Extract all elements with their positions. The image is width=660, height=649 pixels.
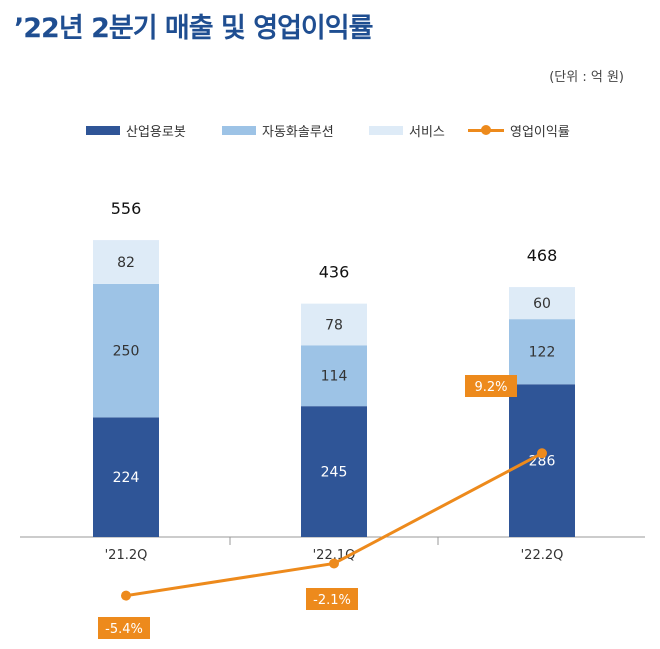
- legend-swatch-service: [369, 125, 403, 135]
- bar-total-label: 556: [111, 199, 142, 218]
- bar-value-label: 78: [325, 317, 343, 333]
- bar-value-label: 60: [533, 296, 551, 312]
- unit-label: (단위 : 억 원): [549, 70, 624, 85]
- bar-total-label: 436: [319, 263, 350, 282]
- operating-margin-marker: [537, 448, 547, 459]
- operating-margin-marker: [121, 590, 131, 601]
- bar-value-label: 82: [117, 255, 135, 271]
- bar-automation-solution: [301, 345, 367, 407]
- chart-title: ’22년 2분기 매출 및 영업이익률: [14, 13, 373, 44]
- bar-industrial-robot: [301, 406, 367, 537]
- bar-service: [509, 287, 575, 320]
- bar-service: [93, 240, 159, 284]
- legend-item-industrial-robot: 산업용로봇: [86, 118, 186, 142]
- bar-value-label: 114: [321, 369, 348, 385]
- legend-item-operating-margin: 영업이익률: [468, 118, 570, 142]
- legend-swatch-operating-margin: [468, 124, 504, 136]
- bar-industrial-robot: [509, 384, 575, 537]
- operating-margin-badge: [465, 375, 517, 397]
- bar-value-label: 224: [113, 470, 140, 486]
- legend-swatch-industrial-robot: [86, 125, 120, 135]
- legend-swatch-automation-solution: [222, 125, 256, 135]
- operating-margin-label: 9.2%: [474, 380, 507, 395]
- x-tick-label: '21.2Q: [105, 548, 148, 563]
- bar-automation-solution: [93, 283, 159, 418]
- operating-margin-badge: [98, 617, 150, 639]
- legend-item-automation-solution: 자동화솔루션: [222, 118, 334, 142]
- operating-margin-badge: [306, 588, 358, 610]
- bar-value-label: 245: [321, 465, 348, 481]
- bar-value-label: 250: [113, 344, 140, 360]
- operating-margin-label: -5.4%: [105, 622, 143, 637]
- legend-label-automation-solution: 자동화솔루션: [262, 124, 334, 140]
- bar-service: [301, 303, 367, 346]
- x-tick-label: '22.2Q: [521, 548, 564, 563]
- bar-total-label: 468: [527, 246, 558, 265]
- bar-value-label: 122: [529, 345, 556, 361]
- legend-item-service: 서비스: [369, 118, 445, 142]
- bar-industrial-robot: [93, 417, 159, 537]
- operating-margin-label: -2.1%: [313, 593, 351, 608]
- legend-label-service: 서비스: [409, 124, 445, 140]
- legend-label-industrial-robot: 산업용로봇: [126, 124, 186, 140]
- bar-automation-solution: [509, 319, 575, 385]
- operating-margin-marker: [329, 558, 339, 569]
- legend: 산업용로봇 자동화솔루션 서비스 영업이익률: [0, 118, 660, 142]
- legend-label-operating-margin: 영업이익률: [510, 124, 570, 140]
